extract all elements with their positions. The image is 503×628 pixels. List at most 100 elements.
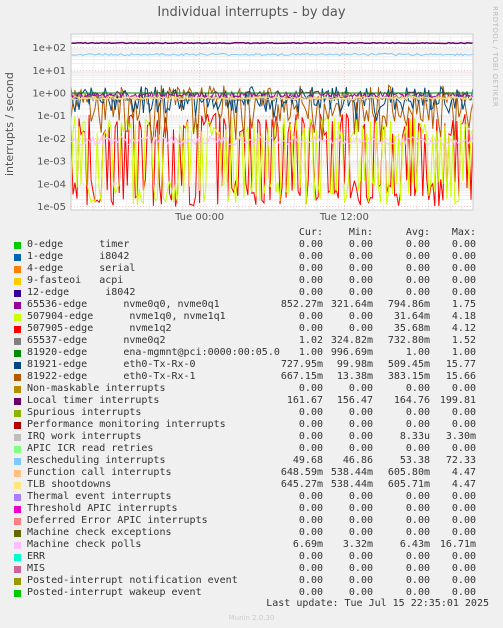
legend-min: 0.00 [348,239,373,250]
legend-swatch [14,302,21,309]
legend-avg: 0.00 [405,407,430,418]
legend-cur: 0.00 [298,275,323,286]
legend-swatch [14,290,21,297]
munin-version: Munin 2.0.30 [228,614,275,622]
legend-swatch [14,578,21,585]
plot-border [70,33,474,211]
legend-cur: 727.95m [280,359,323,370]
legend-max: 0.00 [451,551,476,562]
legend-row: 81920-edge ena-mgmnt@pci:0000:00:05.0 1.0… [0,347,503,359]
x-tick-label: Tue 00:00 [174,212,224,223]
legend-row: Local timer interrupts 161.67 156.47 164.76… [0,395,503,407]
series-507905-edge [70,112,474,207]
legend-avg: 605.80m [387,467,430,478]
legend-max: 1.00 [451,347,476,358]
legend-max: 4.12 [451,323,476,334]
legend-row: 9-fasteoi acpi 0.00 0.00 0.00 0.00 [0,275,503,287]
legend-name: Local timer interrupts [27,395,160,406]
legend-swatch [14,422,21,429]
legend-swatch [14,530,21,537]
y-tick-label: 1e-03 [37,157,66,168]
legend-avg: 383.15m [387,371,430,382]
legend-avg: 0.00 [405,503,430,514]
legend-row: 507905-edge nvme1q2 0.00 0.00 35.68m 4.12 [0,323,503,335]
legend-avg: 0.00 [405,251,430,262]
legend-min: 13.38m [336,371,373,382]
legend-avg: 0.00 [405,263,430,274]
legend-avg: 605.71m [387,479,430,490]
legend-row: Posted-interrupt notification event 0.00 0… [0,575,503,587]
legend-avg: 8.33u [399,431,430,442]
legend-max: 0.00 [451,251,476,262]
y-tick-label: 1e+00 [32,89,66,100]
legend-cur: 1.00 [298,347,323,358]
legend-max: 0.00 [451,527,476,538]
legend-cur: 0.00 [298,503,323,514]
legend-max: 0.00 [451,419,476,430]
legend-max: 4.47 [451,467,476,478]
legend-row: APIC ICR read retries 0.00 0.00 0.00 0.00 [0,443,503,455]
legend-name: 12-edge i8042 [27,287,136,298]
legend-name: 1-edge i8042 [27,251,130,262]
legend-row: 507904-edge nvme1q0, nvme1q1 0.00 0.00 31.6… [0,311,503,323]
legend-avg: 0.00 [405,275,430,286]
legend-swatch [14,470,21,477]
legend-avg: 0.00 [405,239,430,250]
legend-cur: 0.00 [298,263,323,274]
legend-name: 507904-edge nvme1q0, nvme1q1 [27,311,226,322]
legend-name: Posted-interrupt wakeup event [27,587,202,598]
legend-name: 507905-edge nvme1q2 [27,323,172,334]
legend-avg: 35.68m [393,323,430,334]
legend-swatch [14,554,21,561]
x-tick-label: Tue 12:00 [319,212,369,223]
legend-row: Thermal event interrupts 0.00 0.00 0.00 0.00 [0,491,503,503]
legend-max: 15.66 [445,371,476,382]
legend-name: 0-edge timer [27,239,130,250]
legend-min: 0.00 [348,551,373,562]
legend-name: APIC ICR read retries [27,443,154,454]
legend-swatch [14,242,21,249]
legend-max: 0.00 [451,575,476,586]
legend-min: 156.47 [336,395,373,406]
legend-avg: 0.00 [405,491,430,502]
last-update: Last update: Tue Jul 15 22:35:01 2025 [266,598,489,609]
legend-avg: 0.00 [405,443,430,454]
legend-min: 0.00 [348,443,373,454]
legend-min: 0.00 [348,275,373,286]
legend-min: 0.00 [348,251,373,262]
legend-max: 0.00 [451,491,476,502]
legend-name: Spurious interrupts [27,407,142,418]
legend-max: 0.00 [451,239,476,250]
legend-cur: 0.00 [298,563,323,574]
legend-row: Rescheduling interrupts 49.68 46.86 53.38 72… [0,455,503,467]
legend-min: 0.00 [348,323,373,334]
legend-cur: 667.15m [280,371,323,382]
legend-max: 0.00 [451,503,476,514]
legend-max: 16.71m [439,539,476,550]
legend-swatch [14,542,21,549]
legend-avg: 0.00 [405,419,430,430]
legend-max: 0.00 [451,587,476,598]
series-65536-edge [70,90,474,100]
legend-cur: 852.27m [280,299,323,310]
legend-row: 12-edge i8042 0.00 0.00 0.00 0.00 [0,287,503,299]
legend-min: 0.00 [348,575,373,586]
legend-max: 0.00 [451,443,476,454]
legend-avg: 0.00 [405,515,430,526]
legend-min: 996.69m [330,347,373,358]
legend-avg: 53.38 [399,455,430,466]
legend-cur: 0.00 [298,527,323,538]
legend-swatch [14,458,21,465]
y-tick-label: 1e-05 [37,202,66,213]
legend-cur: 0.00 [298,311,323,322]
legend-max: 0.00 [451,563,476,574]
legend-name: Threshold APIC interrupts [27,503,178,514]
legend-max: 0.00 [451,515,476,526]
series-65537-edge [70,90,474,103]
series-tlb-shootdowns [70,95,474,101]
legend-swatch [14,254,21,261]
legend-swatch [14,338,21,345]
legend-swatch [14,386,21,393]
legend-min: 0.00 [348,527,373,538]
chart-title: Individual interrupts - by day [157,5,346,20]
